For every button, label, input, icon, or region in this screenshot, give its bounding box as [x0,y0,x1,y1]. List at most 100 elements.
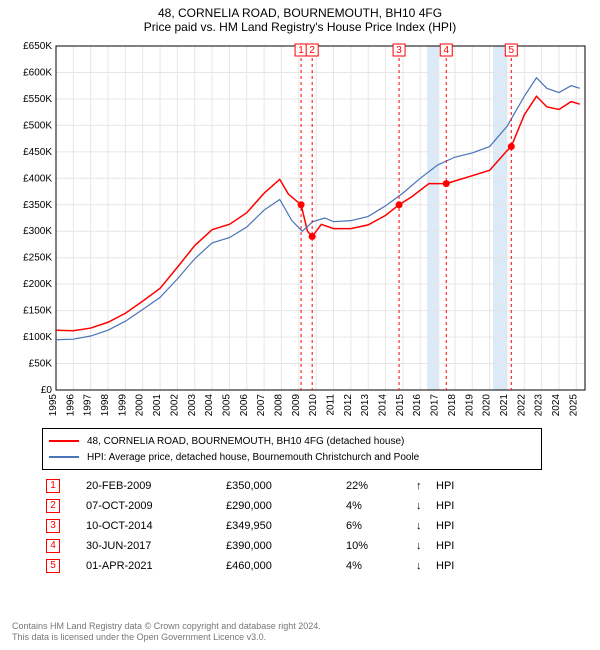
chart-area: £0£50K£100K£150K£200K£250K£300K£350K£400… [10,40,590,420]
svg-text:2015: 2015 [395,394,406,417]
event-cell: ↓ [412,516,432,536]
event-cell: 6% [342,516,412,536]
svg-text:2022: 2022 [516,394,527,417]
svg-text:2000: 2000 [135,394,146,417]
svg-text:2021: 2021 [499,394,510,417]
event-cell: 10% [342,536,412,556]
event-cell: £390,000 [222,536,342,556]
event-cell: £460,000 [222,556,342,576]
legend-box: 48, CORNELIA ROAD, BOURNEMOUTH, BH10 4FG… [42,428,542,470]
attribution-line2: This data is licensed under the Open Gov… [12,632,321,644]
svg-text:1999: 1999 [117,394,128,417]
event-cell: HPI [432,496,482,516]
event-cell: 20-FEB-2009 [82,476,222,496]
event-cell: 4 [42,536,82,556]
legend-swatch [49,456,79,458]
svg-text:£200K: £200K [23,279,52,290]
events-table: 120-FEB-2009£350,00022%↑HPI207-OCT-2009£… [42,476,580,576]
svg-text:2013: 2013 [360,394,371,417]
legend-item: HPI: Average price, detached house, Bour… [49,449,535,465]
svg-text:£500K: £500K [23,120,52,131]
svg-text:4: 4 [443,45,449,56]
attribution-line1: Contains HM Land Registry data © Crown c… [12,621,321,633]
svg-text:2005: 2005 [221,394,232,417]
svg-text:2: 2 [309,45,315,56]
event-cell: 4% [342,556,412,576]
legend-swatch [49,440,79,442]
svg-text:2025: 2025 [568,394,579,417]
svg-text:£450K: £450K [23,147,52,158]
event-number-box: 5 [46,559,60,573]
legend-item: 48, CORNELIA ROAD, BOURNEMOUTH, BH10 4FG… [49,433,535,449]
event-cell: ↓ [412,556,432,576]
svg-text:2001: 2001 [152,394,163,417]
svg-text:1997: 1997 [83,394,94,417]
svg-text:2024: 2024 [551,394,562,417]
svg-text:1995: 1995 [48,394,59,417]
event-cell: 22% [342,476,412,496]
svg-text:1998: 1998 [100,394,111,417]
legend-label: 48, CORNELIA ROAD, BOURNEMOUTH, BH10 4FG… [87,436,404,447]
svg-text:2018: 2018 [447,394,458,417]
svg-text:5: 5 [509,45,515,56]
chart-header: 48, CORNELIA ROAD, BOURNEMOUTH, BH10 4FG… [0,0,600,36]
event-cell: ↑ [412,476,432,496]
event-cell: 1 [42,476,82,496]
svg-text:2014: 2014 [378,394,389,417]
event-cell: ↓ [412,496,432,516]
event-number-box: 4 [46,539,60,553]
svg-text:1996: 1996 [65,394,76,417]
chart-subtitle: Price paid vs. HM Land Registry's House … [10,20,590,34]
svg-text:2016: 2016 [412,394,423,417]
svg-text:£600K: £600K [23,67,52,78]
event-cell: £349,950 [222,516,342,536]
event-number-box: 1 [46,479,60,493]
svg-text:1: 1 [298,45,304,56]
svg-text:£300K: £300K [23,226,52,237]
svg-text:£100K: £100K [23,332,52,343]
legend-label: HPI: Average price, detached house, Bour… [87,452,419,463]
event-cell: 5 [42,556,82,576]
attribution: Contains HM Land Registry data © Crown c… [12,621,321,644]
svg-text:2011: 2011 [326,394,337,416]
event-cell: HPI [432,476,482,496]
event-number-box: 2 [46,499,60,513]
event-row: 310-OCT-2014£349,9506%↓HPI [42,516,482,536]
event-cell: 2 [42,496,82,516]
svg-text:2009: 2009 [291,394,302,417]
svg-text:2006: 2006 [239,394,250,417]
event-cell: HPI [432,556,482,576]
event-cell: £290,000 [222,496,342,516]
svg-text:2019: 2019 [464,394,475,417]
event-cell: 30-JUN-2017 [82,536,222,556]
svg-text:£550K: £550K [23,94,52,105]
svg-text:£150K: £150K [23,306,52,317]
event-cell: ↓ [412,536,432,556]
svg-text:£50K: £50K [29,359,53,370]
svg-text:2008: 2008 [273,394,284,417]
svg-text:£400K: £400K [23,173,52,184]
event-cell: 10-OCT-2014 [82,516,222,536]
svg-text:2004: 2004 [204,394,215,417]
svg-text:2002: 2002 [169,394,180,417]
chart-title: 48, CORNELIA ROAD, BOURNEMOUTH, BH10 4FG [10,6,590,20]
svg-text:2017: 2017 [430,394,441,417]
svg-text:£650K: £650K [23,41,52,52]
svg-text:£350K: £350K [23,200,52,211]
event-row: 120-FEB-2009£350,00022%↑HPI [42,476,482,496]
svg-text:3: 3 [396,45,402,56]
svg-text:2023: 2023 [534,394,545,417]
event-row: 4 30-JUN-2017£390,00010%↓HPI [42,536,482,556]
event-row: 5 01-APR-2021£460,0004%↓HPI [42,556,482,576]
event-cell: HPI [432,536,482,556]
svg-text:2003: 2003 [187,394,198,417]
svg-text:2020: 2020 [482,394,493,417]
svg-text:2007: 2007 [256,394,267,417]
svg-text:2010: 2010 [308,394,319,417]
event-cell: 01-APR-2021 [82,556,222,576]
event-cell: 4% [342,496,412,516]
event-cell: 3 [42,516,82,536]
svg-text:£250K: £250K [23,253,52,264]
chart-svg: £0£50K£100K£150K£200K£250K£300K£350K£400… [10,40,590,420]
svg-text:2012: 2012 [343,394,354,417]
